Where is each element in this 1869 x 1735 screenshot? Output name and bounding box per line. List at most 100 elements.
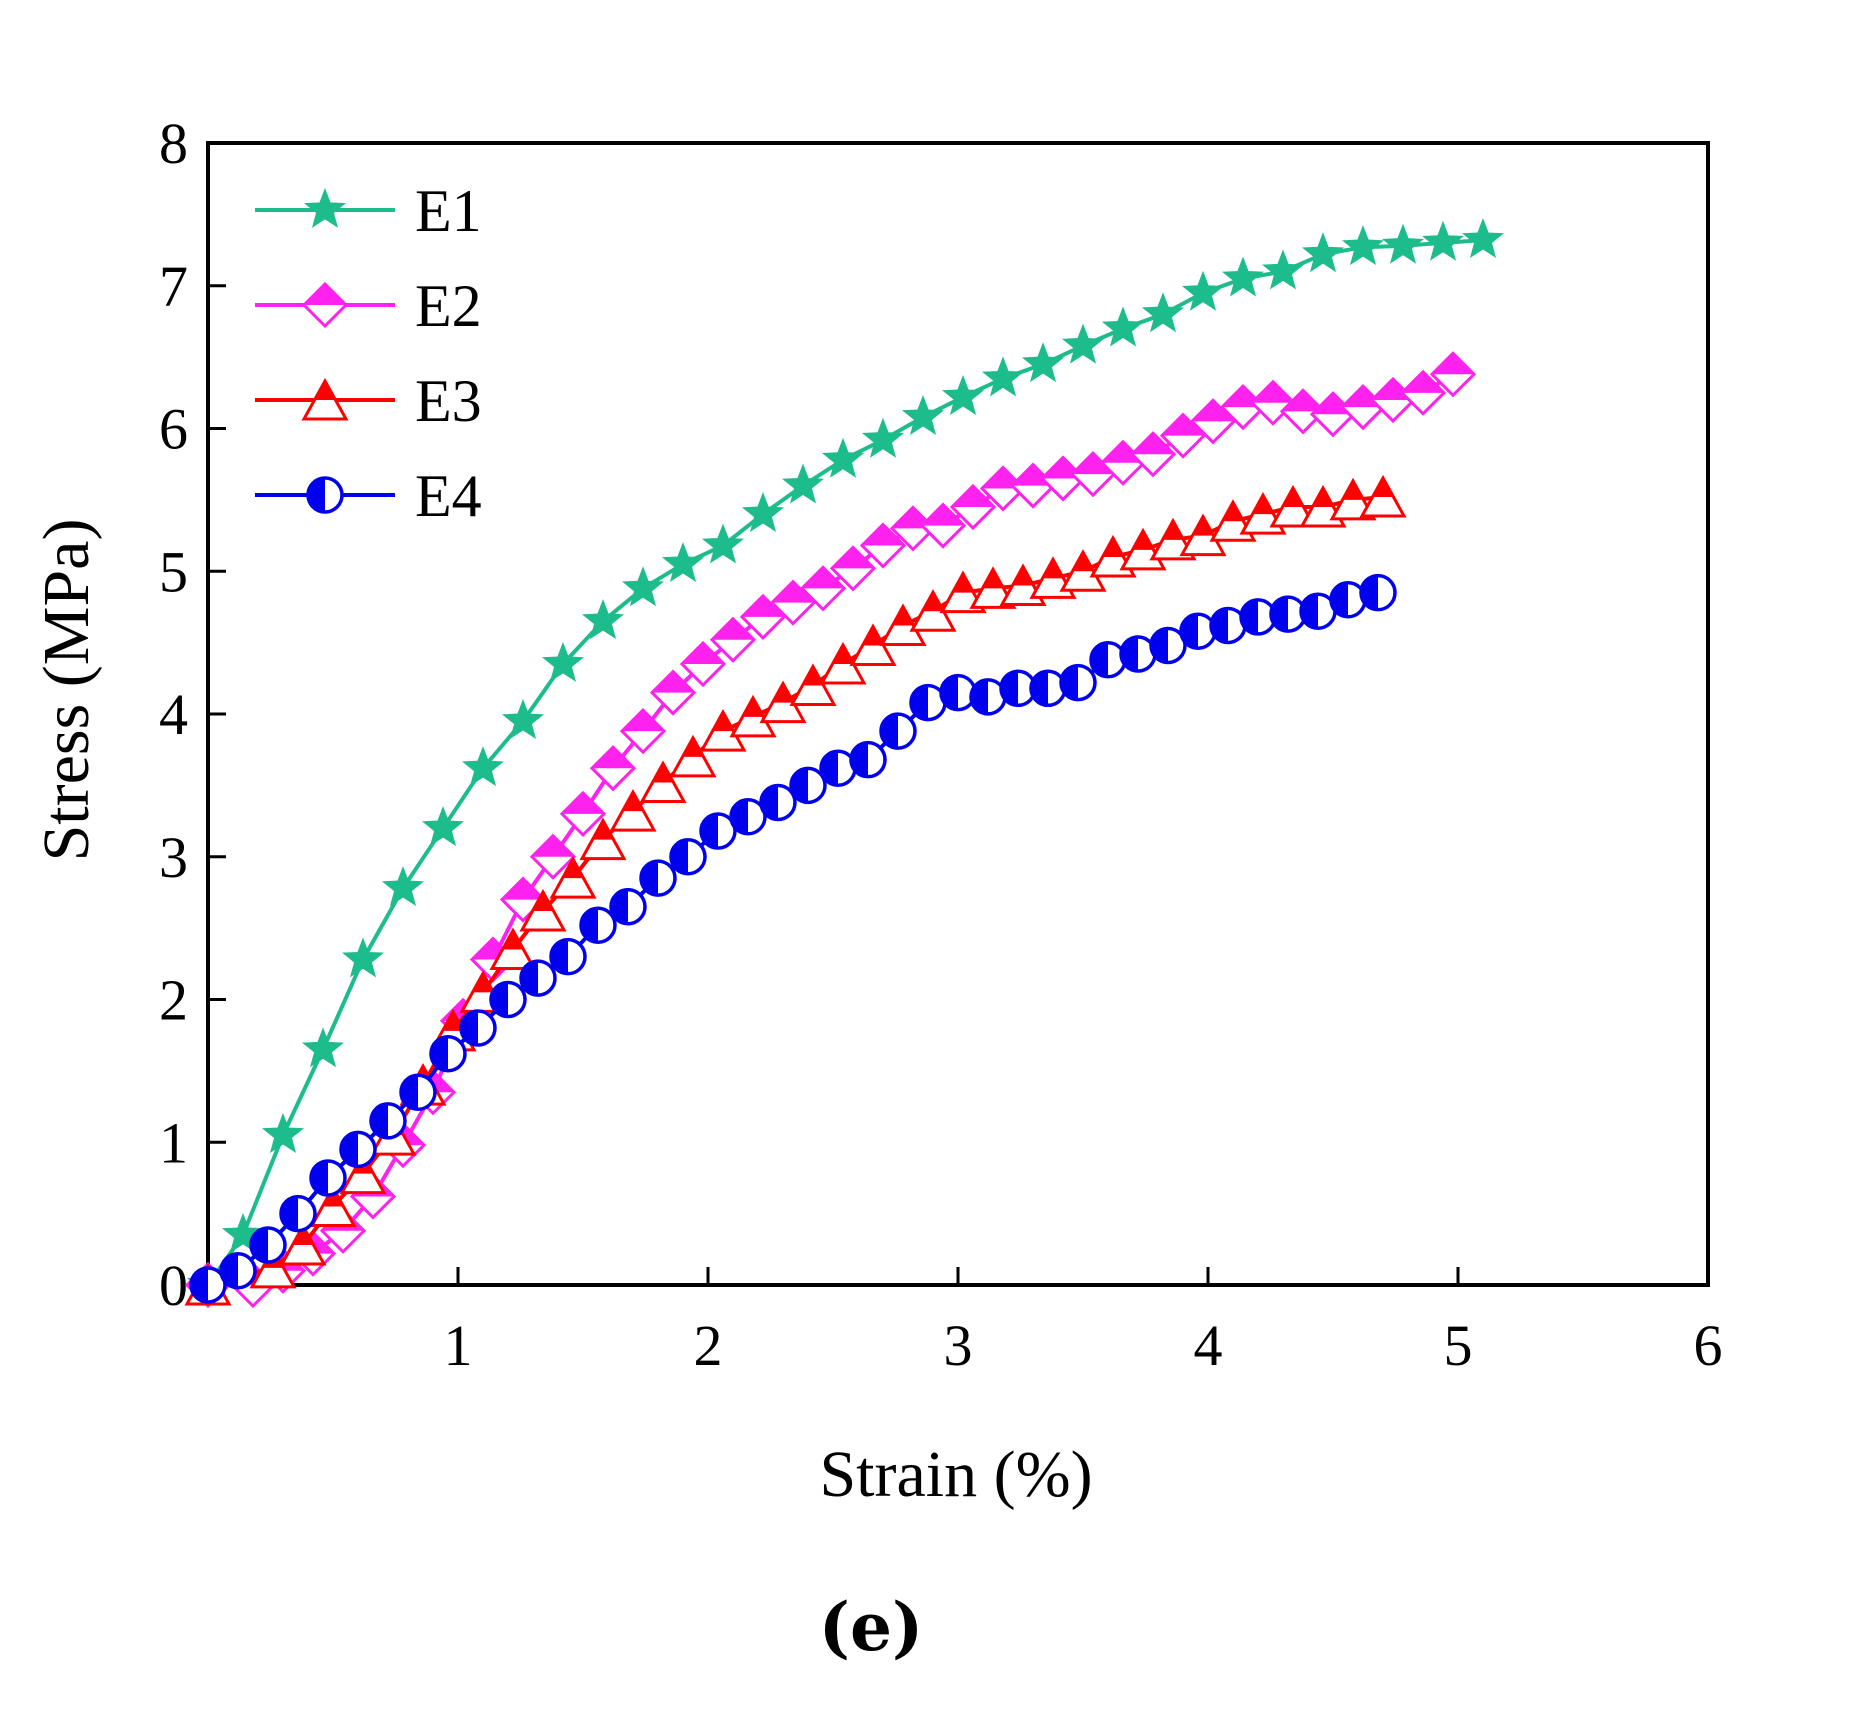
data-point-e2 [769,579,817,626]
data-point-e4 [1059,663,1097,702]
data-point-e4 [699,812,737,850]
data-point-e1 [541,641,585,682]
data-point-e1 [501,698,545,740]
data-point-e2 [739,593,787,641]
data-point-e1 [1221,256,1265,297]
data-point-e4 [339,1130,377,1169]
data-point-e4 [429,1034,467,1073]
data-point-e2 [619,708,667,755]
data-point-e1 [1021,342,1065,383]
data-point-e1 [981,356,1025,397]
data-point-e4 [1269,595,1307,633]
data-point-e2 [859,522,907,569]
data-point-e4 [459,1009,497,1047]
data-point-e1 [1461,217,1505,259]
data-point-e1 [1422,220,1464,261]
data-point-e4 [999,669,1037,708]
legend-entry-e4: E4 [255,463,482,529]
data-point-e1 [461,746,505,787]
data-point-e3 [669,734,717,778]
y-tick-label: 1 [159,1110,188,1175]
data-point-e1 [661,541,705,583]
y-tick-label: 8 [159,111,188,176]
data-point-e2 [559,790,607,838]
data-point-e1 [341,937,385,978]
legend-entry-e2: E2 [255,273,482,339]
data-point-e1 [1261,249,1305,290]
data-point-e4 [279,1194,317,1233]
x-tick-label: 2 [694,1313,723,1378]
data-point-e4 [549,937,587,976]
data-point-e1 [1061,323,1105,364]
x-axis: 1 2 3 4 5 6 [444,1267,1723,1378]
data-point-e4 [1329,581,1367,619]
data-point-e1 [701,523,745,564]
data-point-e2 [1399,369,1447,416]
data-point-e4 [1209,606,1247,645]
data-point-e2 [949,483,997,531]
panel-label: (e) [819,1588,923,1666]
data-point-e1 [621,566,665,607]
data-point-e1 [1341,225,1385,266]
data-point-e4 [249,1226,287,1264]
legend-marker-e4 [306,476,344,514]
y-tick-label: 3 [159,825,188,890]
data-point-e4 [849,740,887,779]
data-point-e4 [789,766,827,805]
data-point-e3 [639,760,687,804]
data-point-e1 [1181,270,1225,311]
data-point-e4 [819,749,857,787]
legend-label: E4 [415,463,482,529]
data-point-e2 [1129,431,1177,478]
data-point-e4 [399,1073,437,1112]
data-point-e2 [919,502,967,549]
data-point-e1 [261,1112,305,1154]
data-point-e1 [741,491,785,533]
data-point-e4 [1299,592,1337,630]
data-point-e4 [669,838,707,876]
legend-label: E1 [415,178,482,244]
data-point-e3 [279,1222,327,1266]
y-tick-label: 2 [159,968,188,1033]
y-tick-label: 5 [159,539,188,604]
x-tick-label: 4 [1194,1313,1223,1378]
x-axis-title: Strain (%) [819,1438,1092,1511]
data-point-e4 [489,980,527,1019]
legend: E1 E2 E3 E4 [255,178,482,529]
data-point-e1 [1381,223,1425,264]
legend-label: E2 [415,273,482,339]
data-point-e4 [1029,669,1067,708]
series-layer [184,217,1505,1309]
data-point-e3 [789,663,837,706]
data-point-e1 [861,417,905,458]
data-point-e3 [579,817,627,861]
data-point-e2 [829,545,877,592]
data-point-e4 [609,887,647,926]
y-tick-label: 7 [159,254,188,319]
y-tick-label: 0 [159,1253,188,1318]
data-point-e2 [1189,398,1237,445]
data-point-e4 [1359,573,1397,612]
data-point-e2 [799,565,847,612]
data-point-e1 [1141,292,1185,333]
data-point-e4 [369,1102,407,1140]
data-point-e2 [709,616,757,663]
series-e4 [189,573,1397,1304]
data-point-e3 [519,888,567,932]
data-point-e3 [1329,477,1377,521]
data-point-e3 [549,856,597,899]
x-tick-label: 3 [944,1313,973,1378]
data-point-e4 [879,712,917,750]
data-point-e1 [1101,306,1145,347]
data-point-e2 [1279,388,1327,435]
data-point-e3 [1359,474,1407,518]
legend-marker-e3 [301,377,349,421]
legend-marker-e2 [301,281,349,329]
data-point-e2 [649,669,697,716]
y-axis-title: Stress (MPa) [30,519,103,862]
data-point-e3 [1269,484,1317,528]
data-point-e1 [581,599,625,640]
x-tick-label: 1 [444,1313,473,1378]
legend-entry-e3: E3 [255,368,482,434]
